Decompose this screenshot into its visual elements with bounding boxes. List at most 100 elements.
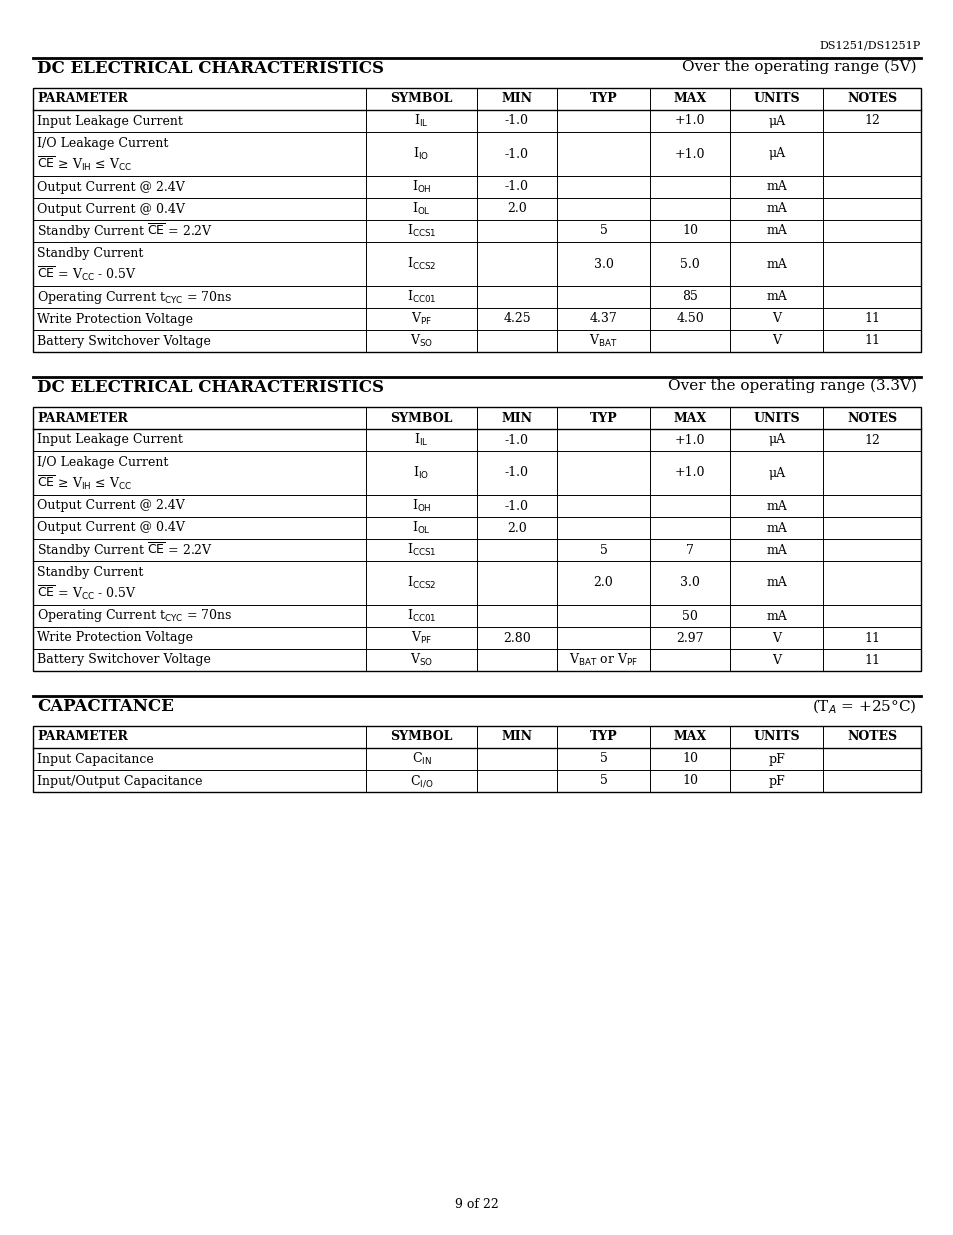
Text: Output Current @ 0.4V: Output Current @ 0.4V <box>37 521 185 535</box>
Text: MIN: MIN <box>501 93 532 105</box>
Text: -1.0: -1.0 <box>504 467 528 479</box>
Text: UNITS: UNITS <box>753 93 800 105</box>
Text: 5: 5 <box>599 543 607 557</box>
Text: 11: 11 <box>863 653 880 667</box>
Text: C$_\mathrm{IN}$: C$_\mathrm{IN}$ <box>411 751 431 767</box>
Text: 2.0: 2.0 <box>507 203 526 215</box>
Text: -1.0: -1.0 <box>504 115 528 127</box>
Text: V: V <box>771 335 781 347</box>
Text: Operating Current t$_\mathrm{CYC}$ = 70ns: Operating Current t$_\mathrm{CYC}$ = 70n… <box>37 608 233 625</box>
Text: SYMBOL: SYMBOL <box>390 411 453 425</box>
Text: I$_\mathrm{IO}$: I$_\mathrm{IO}$ <box>413 146 429 162</box>
Text: Input/Output Capacitance: Input/Output Capacitance <box>37 774 202 788</box>
Text: Write Protection Voltage: Write Protection Voltage <box>37 312 193 326</box>
Text: mA: mA <box>765 610 786 622</box>
Text: 5: 5 <box>599 774 607 788</box>
Text: 7: 7 <box>685 543 694 557</box>
Text: μA: μA <box>767 433 784 447</box>
Text: Write Protection Voltage: Write Protection Voltage <box>37 631 193 645</box>
Text: DC ELECTRICAL CHARACTERISTICS: DC ELECTRICAL CHARACTERISTICS <box>37 379 384 396</box>
Text: Standby Current $\overline{\mathrm{CE}}$ = 2.2V: Standby Current $\overline{\mathrm{CE}}$… <box>37 221 213 241</box>
Text: I$_\mathrm{OL}$: I$_\mathrm{OL}$ <box>412 201 431 217</box>
Text: V$_\mathrm{PF}$: V$_\mathrm{PF}$ <box>411 630 432 646</box>
Text: MAX: MAX <box>673 730 706 743</box>
Text: I$_\mathrm{CC01}$: I$_\mathrm{CC01}$ <box>406 608 436 624</box>
Text: 2.0: 2.0 <box>507 521 526 535</box>
Text: mA: mA <box>765 203 786 215</box>
Text: V$_\mathrm{PF}$: V$_\mathrm{PF}$ <box>411 311 432 327</box>
Text: Battery Switchover Voltage: Battery Switchover Voltage <box>37 335 211 347</box>
Text: -1.0: -1.0 <box>504 180 528 194</box>
Text: V: V <box>771 631 781 645</box>
Text: Output Current @ 0.4V: Output Current @ 0.4V <box>37 203 185 215</box>
Text: 5: 5 <box>599 752 607 766</box>
Text: Input Leakage Current: Input Leakage Current <box>37 115 183 127</box>
Text: $\overline{\mathrm{CE}}$ ≥ V$_\mathrm{IH}$ ≤ V$_\mathrm{CC}$: $\overline{\mathrm{CE}}$ ≥ V$_\mathrm{IH… <box>37 474 132 493</box>
Text: 2.80: 2.80 <box>502 631 530 645</box>
Text: 2.97: 2.97 <box>676 631 703 645</box>
Text: Operating Current t$_\mathrm{CYC}$ = 70ns: Operating Current t$_\mathrm{CYC}$ = 70n… <box>37 289 233 305</box>
Text: 50: 50 <box>681 610 698 622</box>
Text: I$_\mathrm{IO}$: I$_\mathrm{IO}$ <box>413 464 429 482</box>
Text: CAPACITANCE: CAPACITANCE <box>37 698 173 715</box>
Text: 11: 11 <box>863 312 880 326</box>
Text: V$_\mathrm{SO}$: V$_\mathrm{SO}$ <box>410 652 433 668</box>
Text: DS1251/DS1251P: DS1251/DS1251P <box>819 40 920 49</box>
Text: mA: mA <box>765 577 786 589</box>
Text: V: V <box>771 312 781 326</box>
Text: V$_\mathrm{BAT}$: V$_\mathrm{BAT}$ <box>589 333 618 350</box>
Text: NOTES: NOTES <box>846 93 896 105</box>
Text: Output Current @ 2.4V: Output Current @ 2.4V <box>37 499 185 513</box>
Text: I$_\mathrm{CCS1}$: I$_\mathrm{CCS1}$ <box>406 224 436 240</box>
Text: 2.0: 2.0 <box>593 577 613 589</box>
Text: UNITS: UNITS <box>753 730 800 743</box>
Text: Input Capacitance: Input Capacitance <box>37 752 153 766</box>
Text: mA: mA <box>765 258 786 270</box>
Text: Standby Current: Standby Current <box>37 567 143 579</box>
Text: -1.0: -1.0 <box>504 499 528 513</box>
Text: Over the operating range (5V): Over the operating range (5V) <box>681 61 916 74</box>
Text: NOTES: NOTES <box>846 411 896 425</box>
Text: 12: 12 <box>863 433 880 447</box>
Text: 10: 10 <box>681 752 698 766</box>
Text: 10: 10 <box>681 774 698 788</box>
Bar <box>33 88 920 352</box>
Text: DC ELECTRICAL CHARACTERISTICS: DC ELECTRICAL CHARACTERISTICS <box>37 61 384 77</box>
Bar <box>33 726 920 792</box>
Text: I$_\mathrm{CCS1}$: I$_\mathrm{CCS1}$ <box>406 542 436 558</box>
Text: 5: 5 <box>599 225 607 237</box>
Text: I$_\mathrm{IL}$: I$_\mathrm{IL}$ <box>414 432 428 448</box>
Text: C$_\mathrm{I/O}$: C$_\mathrm{I/O}$ <box>409 773 433 789</box>
Text: PARAMETER: PARAMETER <box>37 411 128 425</box>
Text: 3.0: 3.0 <box>593 258 613 270</box>
Text: 85: 85 <box>681 290 698 304</box>
Text: TYP: TYP <box>589 93 617 105</box>
Text: mA: mA <box>765 225 786 237</box>
Text: Standby Current $\overline{\mathrm{CE}}$ = 2.2V: Standby Current $\overline{\mathrm{CE}}$… <box>37 541 213 559</box>
Text: $\overline{\mathrm{CE}}$ ≥ V$_\mathrm{IH}$ ≤ V$_\mathrm{CC}$: $\overline{\mathrm{CE}}$ ≥ V$_\mathrm{IH… <box>37 156 132 173</box>
Text: 12: 12 <box>863 115 880 127</box>
Text: 4.37: 4.37 <box>589 312 617 326</box>
Text: I$_\mathrm{OH}$: I$_\mathrm{OH}$ <box>412 498 431 514</box>
Text: μA: μA <box>767 115 784 127</box>
Text: pF: pF <box>767 774 784 788</box>
Text: μA: μA <box>767 467 784 479</box>
Text: mA: mA <box>765 180 786 194</box>
Bar <box>33 408 920 671</box>
Text: +1.0: +1.0 <box>674 115 704 127</box>
Text: mA: mA <box>765 543 786 557</box>
Text: pF: pF <box>767 752 784 766</box>
Text: TYP: TYP <box>589 730 617 743</box>
Text: V: V <box>771 653 781 667</box>
Text: +1.0: +1.0 <box>674 433 704 447</box>
Text: Over the operating range (3.3V): Over the operating range (3.3V) <box>667 379 916 394</box>
Text: UNITS: UNITS <box>753 411 800 425</box>
Text: -1.0: -1.0 <box>504 147 528 161</box>
Text: V$_\mathrm{BAT}$ or V$_\mathrm{PF}$: V$_\mathrm{BAT}$ or V$_\mathrm{PF}$ <box>568 652 638 668</box>
Text: Battery Switchover Voltage: Battery Switchover Voltage <box>37 653 211 667</box>
Text: Input Leakage Current: Input Leakage Current <box>37 433 183 447</box>
Text: Standby Current: Standby Current <box>37 247 143 261</box>
Text: SYMBOL: SYMBOL <box>390 730 453 743</box>
Text: 4.50: 4.50 <box>676 312 703 326</box>
Text: +1.0: +1.0 <box>674 467 704 479</box>
